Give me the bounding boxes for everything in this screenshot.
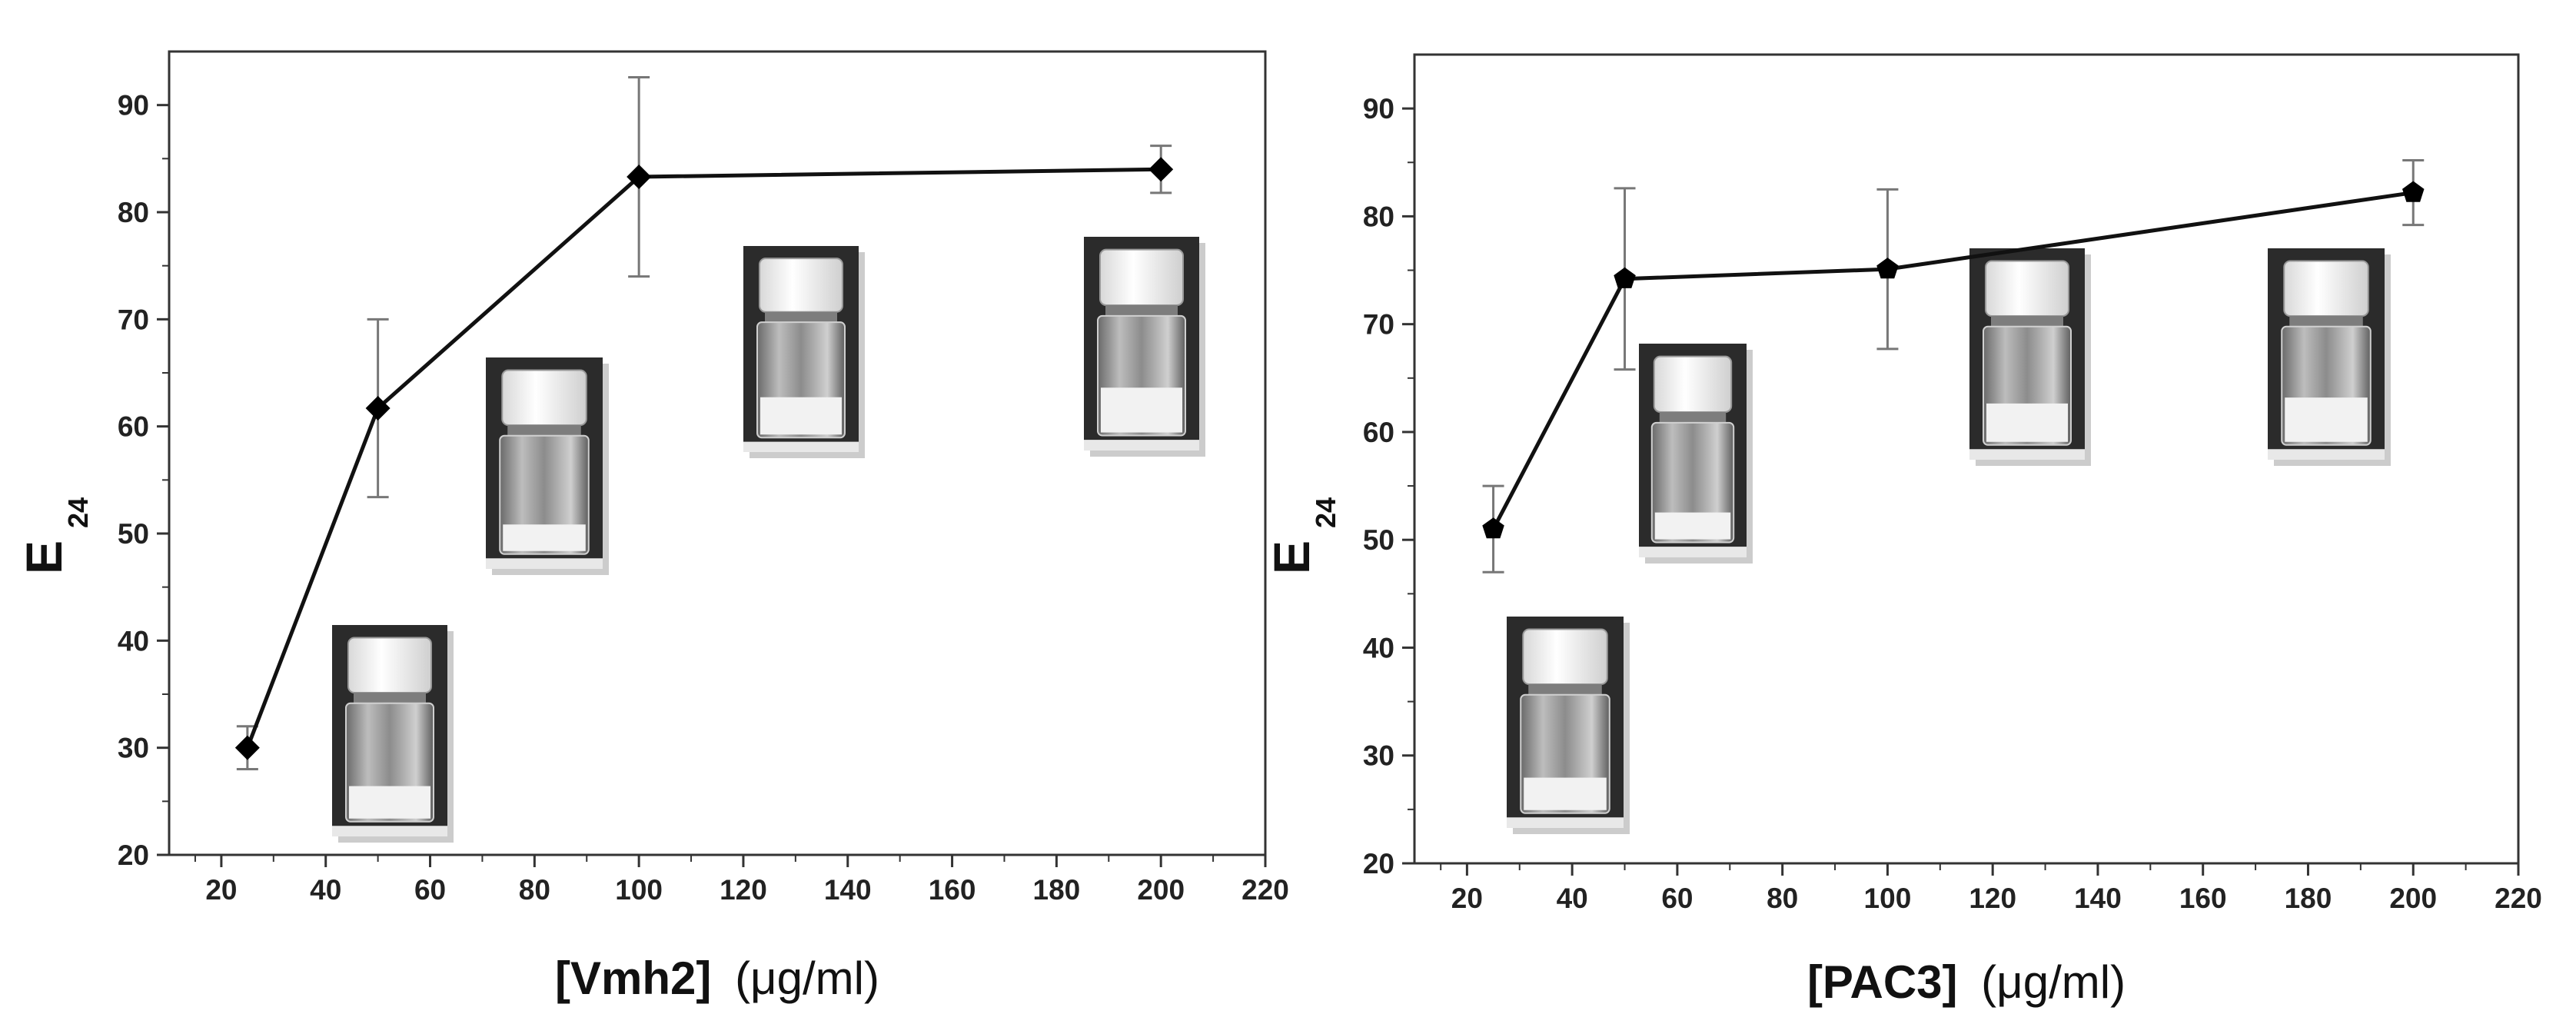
y-tick-label: 90 [118, 90, 149, 121]
x-tick-label: 200 [1137, 874, 1185, 906]
vial-photo [743, 246, 865, 458]
x-tick-label: 80 [1767, 883, 1798, 914]
x-axis-title-main: [PAC3] [1807, 956, 1958, 1008]
y-tick-label: 30 [118, 733, 149, 764]
vial-photo [1969, 248, 2091, 466]
x-tick-label: 100 [1864, 883, 1912, 914]
x-tick-label: 60 [414, 874, 446, 906]
x-axis-title-unit: (μg/ml) [1981, 956, 2126, 1008]
vial-photo [486, 357, 609, 575]
vial-insets [1507, 248, 2391, 834]
x-tick-label: 80 [519, 874, 550, 906]
vial-insets [332, 237, 1205, 843]
x-tick-label: 180 [2285, 883, 2332, 914]
data-point [1482, 517, 1504, 539]
data-point [1876, 258, 1899, 279]
x-tick-label: 140 [824, 874, 872, 906]
x-axis-title: [Vmh2] (μg/ml) [555, 953, 879, 1004]
y-axis-title: E 24 [15, 497, 94, 574]
data-point [627, 165, 652, 190]
x-axis-title-unit: (μg/ml) [735, 953, 879, 1004]
y-tick-label: 50 [1363, 524, 1394, 556]
y-tick-label: 40 [118, 625, 149, 657]
vial-photo [1639, 344, 1753, 564]
chart-right: 20 40 60 80 100 120 140 160 180 200 220 20 30 40 50 60 7… [1263, 53, 2542, 1008]
y-tick-label: 90 [1363, 93, 1394, 125]
series-line [1491, 191, 2414, 530]
y-tick-label: 20 [118, 840, 149, 871]
x-tick-label: 40 [310, 874, 341, 906]
data-point [365, 395, 391, 421]
x-tick-label: 120 [720, 874, 767, 906]
chart-left: 20 40 60 80 100 120 140 160 180 200 220 20 30 40 50 60 7… [15, 50, 1289, 1004]
x-tick-label: 160 [2179, 883, 2227, 914]
x-tick-label: 40 [1557, 883, 1588, 914]
data-point [1148, 157, 1174, 182]
x-tick-label: 220 [1241, 874, 1289, 906]
y-axis-title: E 24 [1263, 497, 1341, 574]
y-tick-label: 70 [1363, 309, 1394, 341]
plot-frame [168, 50, 1267, 856]
y-tick-label: 60 [1363, 417, 1394, 448]
y-tick-label: 20 [1363, 848, 1394, 879]
y-axis-title-subscript: 24 [1310, 497, 1341, 528]
x-tick-label: 160 [929, 874, 976, 906]
axis-ticks: 20 40 60 80 100 120 140 160 180 200 220 20 30 40 50 60 7… [1363, 93, 2542, 914]
data-markers [234, 157, 1174, 760]
vial-photo [332, 625, 454, 843]
x-tick-label: 140 [2074, 883, 2122, 914]
vial-photo [2268, 248, 2391, 466]
y-tick-label: 30 [1363, 740, 1394, 772]
x-axis-title: [PAC3] (μg/ml) [1807, 956, 2126, 1008]
data-point [1614, 267, 1636, 288]
y-tick-label: 60 [118, 411, 149, 443]
y-axis-title-main: E [1263, 540, 1320, 574]
y-tick-label: 40 [1363, 632, 1394, 663]
x-tick-label: 20 [205, 874, 237, 906]
x-tick-label: 60 [1661, 883, 1693, 914]
data-point [234, 735, 260, 760]
series-line [245, 167, 1162, 749]
plot-frame [1413, 53, 2520, 865]
data-markers [1482, 181, 2425, 539]
y-tick-label: 80 [118, 197, 149, 228]
x-tick-label: 100 [615, 874, 663, 906]
y-axis-title-main: E [15, 540, 72, 574]
y-tick-label: 50 [118, 518, 149, 550]
y-axis-title-subscript: 24 [62, 497, 94, 528]
vial-photo [1507, 617, 1630, 834]
x-tick-label: 180 [1033, 874, 1081, 906]
y-tick-label: 70 [118, 304, 149, 335]
axis-ticks: 20 40 60 80 100 120 140 160 180 200 220 20 30 40 50 60 7… [118, 90, 1289, 906]
vial-photo [1084, 237, 1205, 457]
data-point [2402, 181, 2425, 202]
y-tick-label: 80 [1363, 201, 1394, 232]
x-tick-label: 200 [2389, 883, 2437, 914]
x-tick-label: 20 [1451, 883, 1483, 914]
x-tick-label: 220 [2495, 883, 2542, 914]
x-tick-label: 120 [1969, 883, 2016, 914]
x-axis-title-main: [Vmh2] [555, 953, 711, 1004]
